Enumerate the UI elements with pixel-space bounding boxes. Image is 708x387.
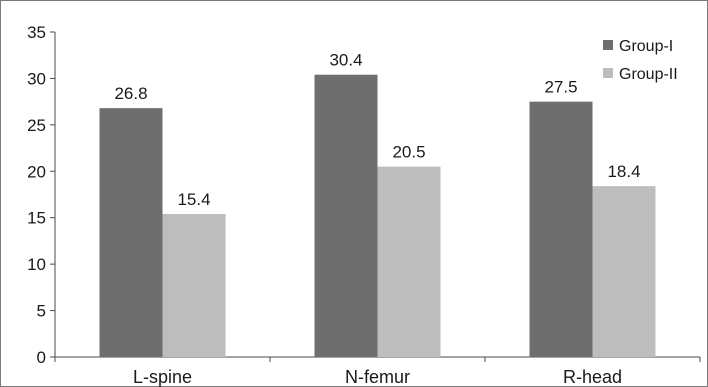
y-tick-label: 15 [27, 209, 46, 228]
bar-group-i-n-femur [314, 74, 378, 357]
data-label: 27.5 [544, 78, 577, 97]
data-label: 20.5 [392, 143, 425, 162]
y-tick-label: 5 [37, 302, 46, 321]
bar-group-i-r-head [529, 101, 593, 358]
data-label: 26.8 [114, 84, 147, 103]
y-tick-label: 20 [27, 162, 46, 181]
y-tick-label: 25 [27, 116, 46, 135]
y-tick-label: 0 [37, 348, 46, 367]
x-category-label: N-femur [345, 367, 410, 387]
bar-group-ii-n-femur [377, 166, 441, 357]
legend-label: Group-I [619, 38, 673, 55]
legend-swatch [603, 68, 613, 78]
x-category-label: L-spine [133, 367, 192, 387]
bar-group-i-l-spine [99, 108, 163, 358]
data-label: 30.4 [329, 51, 362, 70]
data-label: 15.4 [177, 190, 210, 209]
y-tick-label: 30 [27, 69, 46, 88]
legend-label: Group-II [619, 66, 678, 83]
data-label: 18.4 [607, 162, 640, 181]
x-category-label: R-head [563, 367, 622, 387]
legend-swatch [603, 40, 613, 50]
bar-group-ii-r-head [592, 186, 656, 357]
y-tick-label: 10 [27, 255, 46, 274]
y-tick-label: 35 [27, 23, 46, 42]
bar-group-ii-l-spine [162, 214, 226, 357]
